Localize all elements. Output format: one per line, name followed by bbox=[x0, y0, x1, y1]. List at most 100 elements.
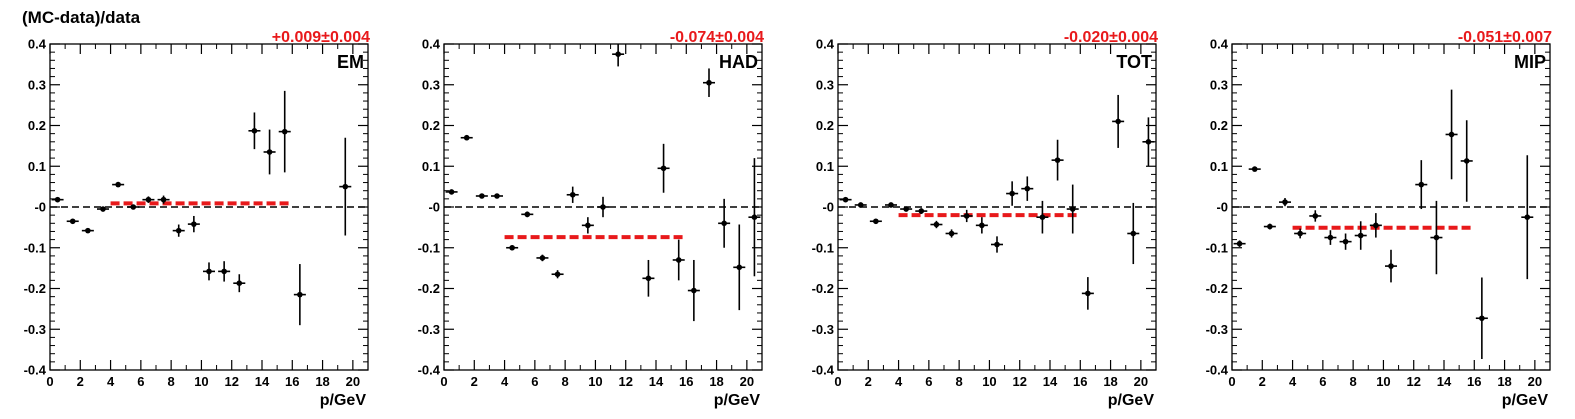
x-tick-label: 20 bbox=[1134, 374, 1148, 389]
data-point-marker bbox=[1373, 222, 1379, 229]
x-tick-label: 6 bbox=[137, 374, 144, 389]
x-tick-label: 2 bbox=[77, 374, 84, 389]
data-point-marker bbox=[85, 227, 91, 234]
y-tick-label: -0 bbox=[34, 200, 46, 215]
data-point-marker bbox=[569, 191, 576, 198]
x-tick-label: 2 bbox=[865, 374, 872, 389]
x-tick-label: 18 bbox=[315, 374, 329, 389]
data-point-marker bbox=[463, 134, 470, 141]
data-point-marker bbox=[585, 222, 591, 229]
x-tick-label: 2 bbox=[471, 374, 478, 389]
data-point-marker bbox=[281, 128, 288, 135]
x-axis-title: p/GeV bbox=[1502, 392, 1549, 409]
data-point-marker bbox=[1433, 234, 1440, 241]
x-tick-label: 18 bbox=[709, 374, 723, 389]
y-tick-label: 0.1 bbox=[816, 159, 834, 174]
data-point-marker bbox=[1388, 263, 1394, 269]
data-point-marker bbox=[191, 221, 197, 227]
data-point-marker bbox=[918, 208, 925, 214]
y-tick-label: 0.4 bbox=[28, 37, 47, 52]
x-tick-label: 2 bbox=[1259, 374, 1266, 389]
x-tick-label: 14 bbox=[1043, 374, 1058, 389]
data-point-marker bbox=[236, 280, 243, 287]
x-tick-label: 20 bbox=[346, 374, 360, 389]
data-point-marker bbox=[1009, 190, 1015, 197]
data-point-marker bbox=[206, 268, 212, 275]
fit-result-label: -0.051±0.007 bbox=[1458, 29, 1552, 46]
fit-result-label: +0.009±0.004 bbox=[272, 29, 370, 46]
data-point-marker bbox=[479, 193, 485, 199]
x-tick-label: 8 bbox=[956, 374, 963, 389]
x-tick-label: 16 bbox=[679, 374, 693, 389]
x-tick-label: 6 bbox=[1319, 374, 1326, 389]
x-tick-label: 16 bbox=[1073, 374, 1087, 389]
y-tick-label: 0.2 bbox=[1210, 118, 1228, 133]
chart-panel-em: -0.4 -0.3 -0.2 -0.1 -0 0.1 0.2 0.3 0.4 0 2 4 6 8 10 12 1… bbox=[24, 29, 371, 409]
x-tick-label: 6 bbox=[925, 374, 932, 389]
x-tick-label: 0 bbox=[440, 374, 447, 389]
x-tick-label: 12 bbox=[1012, 374, 1026, 389]
data-point-marker bbox=[888, 202, 894, 208]
y-tick-label: 0.3 bbox=[422, 77, 440, 92]
x-tick-label: 8 bbox=[562, 374, 569, 389]
y-tick-label: 0.1 bbox=[28, 159, 46, 174]
x-tick-label: 20 bbox=[740, 374, 754, 389]
panel-label: MIP bbox=[1514, 52, 1546, 72]
data-point-marker bbox=[221, 268, 227, 275]
data-point-marker bbox=[1267, 223, 1273, 230]
y-tick-label: -0.1 bbox=[812, 240, 834, 255]
y-tick-label: -0.3 bbox=[24, 322, 46, 337]
data-point-marker bbox=[842, 196, 849, 203]
chart-panel-tot: -0.4 -0.3 -0.2 -0.1 -0 0.1 0.2 0.3 0.4 0 2 4 6 8 10 12 1… bbox=[812, 29, 1159, 409]
x-tick-label: 6 bbox=[531, 374, 538, 389]
data-point-marker bbox=[494, 193, 500, 199]
data-point-marker bbox=[54, 196, 61, 203]
data-point-marker bbox=[1357, 232, 1364, 239]
data-point-marker bbox=[145, 196, 152, 203]
y-tick-label: 0.4 bbox=[816, 37, 835, 52]
y-tick-label: 0.1 bbox=[1210, 159, 1228, 174]
data-point-marker bbox=[736, 264, 743, 271]
data-point-marker bbox=[1251, 166, 1258, 172]
y-tick-label: 0.1 bbox=[422, 159, 440, 174]
data-point-marker bbox=[130, 204, 137, 210]
fit-result-label: -0.020±0.004 bbox=[1064, 29, 1158, 46]
data-point-marker bbox=[342, 183, 349, 190]
y-tick-label: -0.2 bbox=[812, 281, 834, 296]
y-tick-label: -0.1 bbox=[24, 240, 46, 255]
data-point-marker bbox=[1236, 240, 1243, 247]
x-tick-label: 10 bbox=[588, 374, 602, 389]
x-axis-title: p/GeV bbox=[714, 392, 761, 409]
data-point-marker bbox=[615, 51, 621, 57]
data-point-marker bbox=[948, 230, 955, 237]
data-point-marker bbox=[509, 244, 515, 251]
data-point-marker bbox=[857, 202, 864, 208]
data-point-marker bbox=[100, 206, 106, 212]
y-tick-label: -0.4 bbox=[24, 363, 47, 378]
data-point-marker bbox=[1524, 214, 1531, 220]
data-point-marker bbox=[1327, 234, 1334, 241]
data-point-marker bbox=[448, 189, 455, 195]
data-point-marker bbox=[691, 287, 697, 294]
data-point-marker bbox=[1130, 230, 1137, 237]
x-tick-label: 0 bbox=[46, 374, 53, 389]
data-point-marker bbox=[994, 241, 1000, 248]
data-point-marker bbox=[660, 165, 667, 172]
data-point-marker bbox=[69, 218, 76, 225]
y-tick-label: -0.4 bbox=[812, 363, 835, 378]
panel-label: TOT bbox=[1116, 52, 1152, 72]
x-tick-label: 18 bbox=[1497, 374, 1511, 389]
data-point-marker bbox=[1297, 230, 1303, 237]
data-point-marker bbox=[554, 271, 561, 278]
y-tick-label: 0.3 bbox=[1210, 77, 1228, 92]
data-point-marker bbox=[1039, 214, 1046, 220]
y-tick-label: -0 bbox=[428, 200, 440, 215]
data-point-marker bbox=[266, 149, 273, 155]
data-point-marker bbox=[933, 221, 940, 228]
x-tick-label: 0 bbox=[1228, 374, 1235, 389]
data-point-marker bbox=[979, 222, 985, 229]
y-tick-label: -0.4 bbox=[1206, 363, 1229, 378]
x-tick-label: 10 bbox=[194, 374, 208, 389]
y-tick-label: 0.2 bbox=[816, 118, 834, 133]
data-point-marker bbox=[1145, 139, 1152, 145]
